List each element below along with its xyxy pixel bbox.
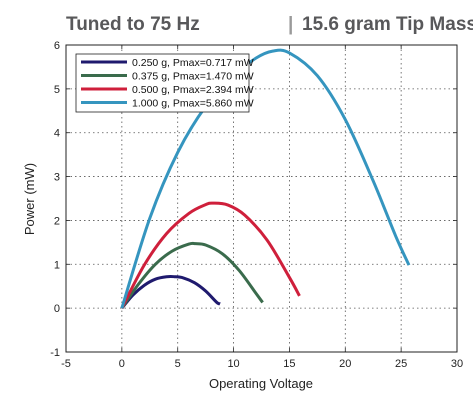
x-tick-label: -5 bbox=[61, 358, 71, 370]
series-line-1 bbox=[120, 275, 221, 310]
chart-title-right: 15.6 gram Tip Mass bbox=[302, 14, 473, 35]
y-axis-label: Power (mW) bbox=[22, 163, 37, 235]
legend: 0.250 g, Pmax=0.717 mW0.375 g, Pmax=1.47… bbox=[75, 53, 254, 113]
x-tick-label: 5 bbox=[175, 358, 181, 370]
legend-label-2: 0.375 g, Pmax=1.470 mW bbox=[132, 70, 254, 82]
y-tick-label: -1 bbox=[50, 347, 60, 359]
legend-label-3: 0.500 g, Pmax=2.394 mW bbox=[132, 84, 254, 96]
x-tick-label: 30 bbox=[451, 358, 463, 370]
x-tick-label: 20 bbox=[339, 358, 351, 370]
y-tick-label: 5 bbox=[54, 84, 60, 96]
axis-ticks: -5 0 5 10 15 20 25 30 -1 0 1 2 3 4 5 6 bbox=[50, 40, 463, 370]
legend-label-1: 0.250 g, Pmax=0.717 mW bbox=[132, 57, 254, 69]
x-tick-label: 0 bbox=[119, 358, 125, 370]
series-line-3 bbox=[120, 201, 301, 309]
grid bbox=[66, 45, 457, 352]
series-line-4 bbox=[120, 48, 411, 309]
y-tick-label: 0 bbox=[54, 303, 60, 315]
y-tick-label: 2 bbox=[54, 215, 60, 227]
x-tick-label: 15 bbox=[283, 358, 295, 370]
x-tick-label: 10 bbox=[227, 358, 239, 370]
series-line-2 bbox=[120, 241, 264, 309]
title-separator: | bbox=[288, 14, 293, 35]
y-tick-label: 3 bbox=[54, 172, 60, 184]
y-tick-label: 6 bbox=[54, 40, 60, 52]
x-tick-label: 25 bbox=[395, 358, 407, 370]
series-lines bbox=[120, 48, 411, 310]
chart-title-left: Tuned to 75 Hz bbox=[66, 14, 200, 35]
x-axis-label: Operating Voltage bbox=[209, 376, 313, 391]
y-tick-label: 1 bbox=[54, 259, 60, 271]
legend-label-4: 1.000 g, Pmax=5.860 mW bbox=[132, 97, 254, 109]
y-tick-label: 4 bbox=[54, 128, 60, 140]
